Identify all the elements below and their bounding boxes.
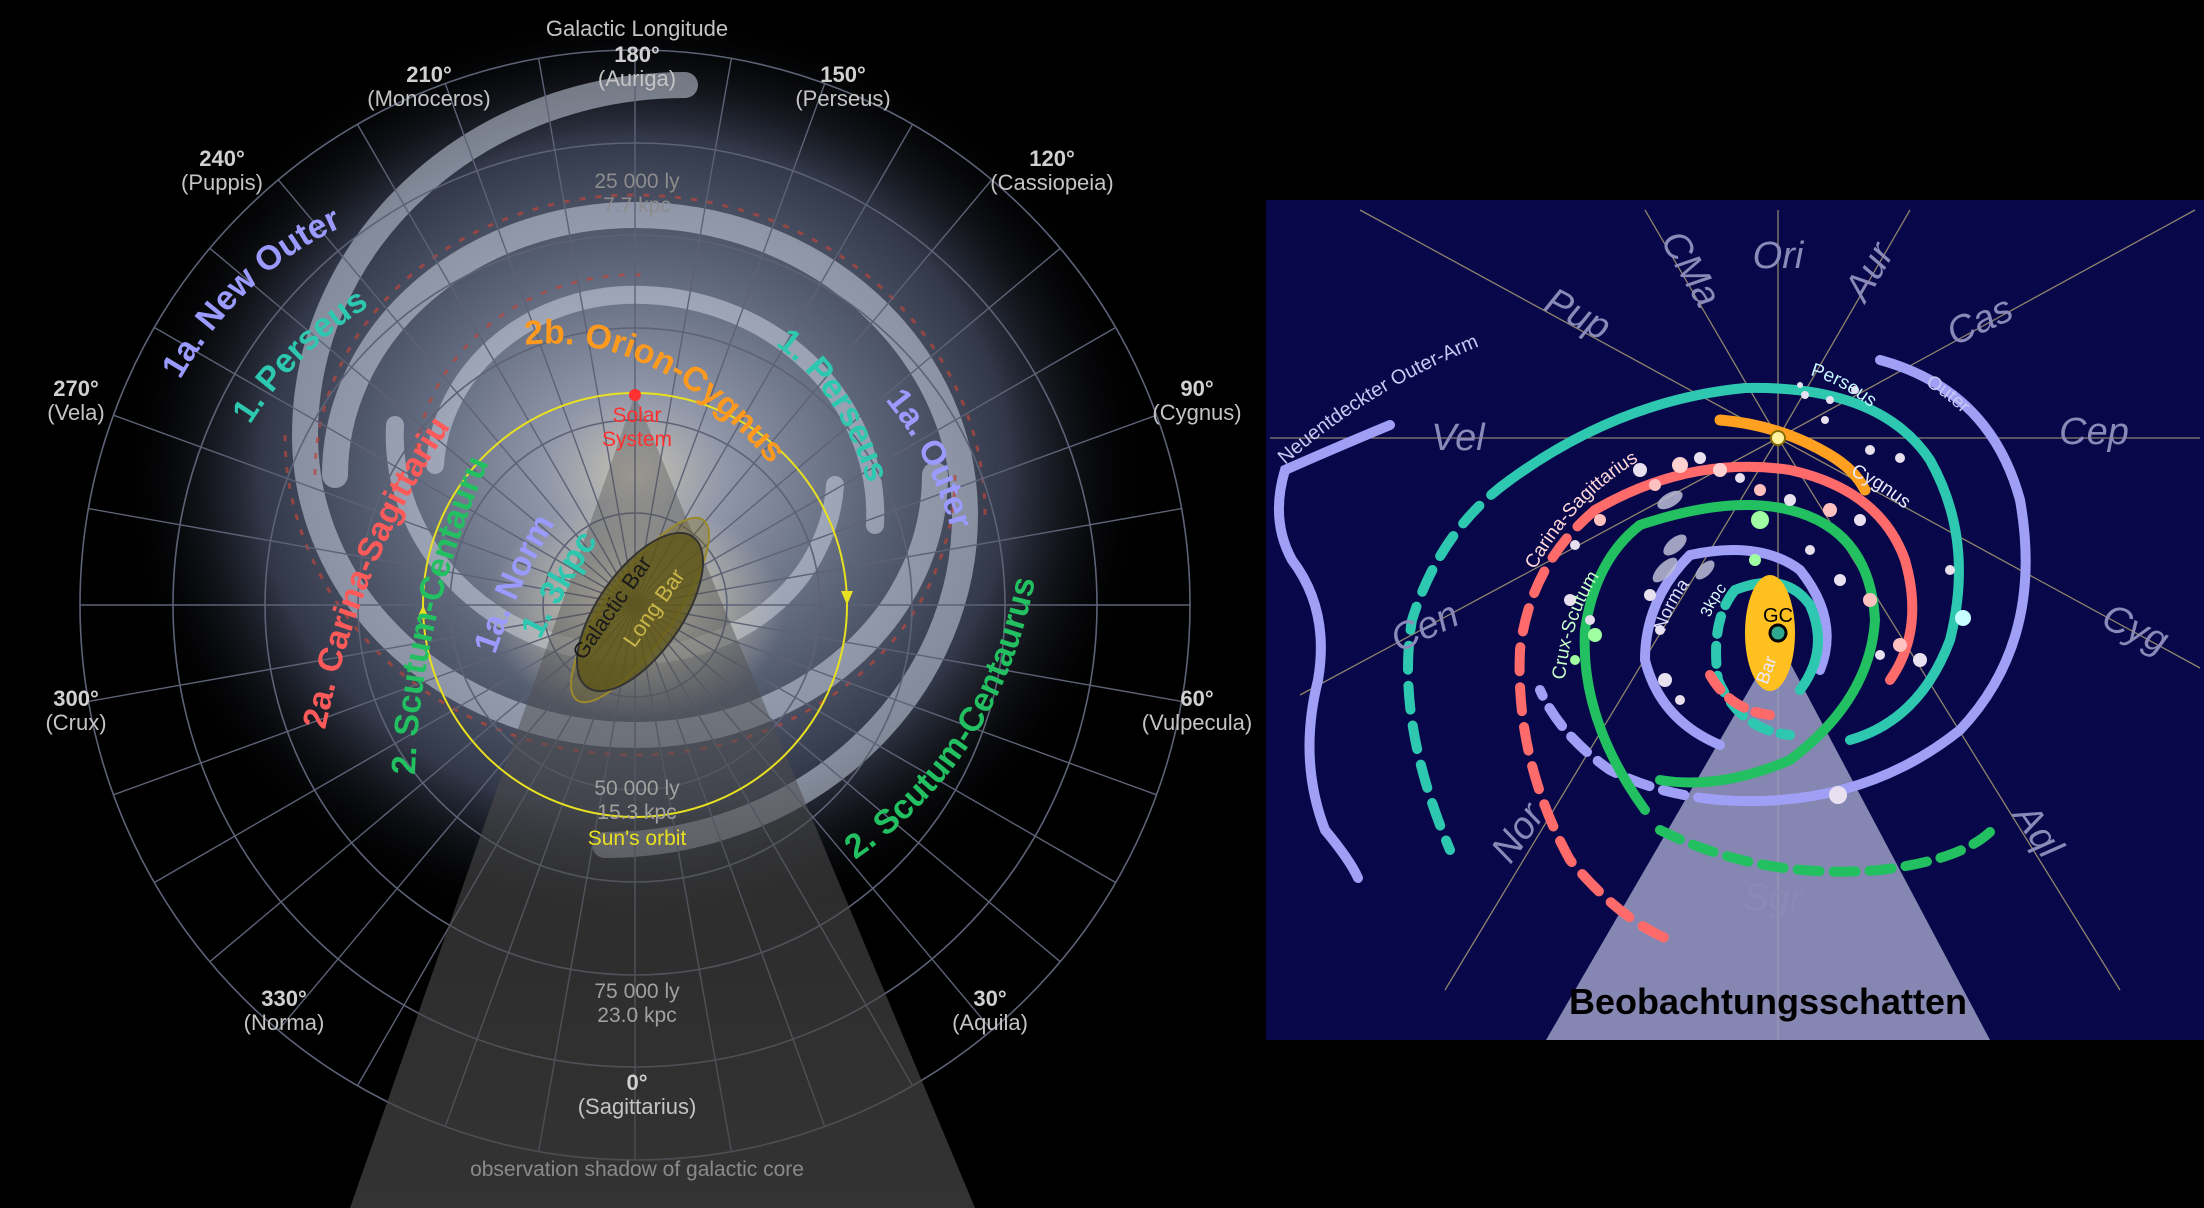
solar-system-label-line1: Solar bbox=[612, 404, 661, 427]
sun-marker bbox=[629, 389, 641, 401]
grid-spoke bbox=[88, 604, 636, 703]
constellation-sgr: Sgr bbox=[1743, 877, 1803, 919]
distance-25000-ly: 25 000 ly bbox=[594, 170, 680, 193]
grid-spoke bbox=[277, 179, 636, 606]
distance-50000-ly: 50 000 ly bbox=[594, 777, 680, 800]
star-forming-regions bbox=[1564, 382, 1971, 804]
right-galaxy-map: Bar GC Ori CMa Aur Pup Cas Vel Cep Cen C… bbox=[1266, 200, 2204, 1040]
grid-spoke bbox=[634, 326, 1116, 606]
longitude-90-deg: 90° bbox=[1180, 376, 1213, 401]
arm-crux-scutum-dashed bbox=[1655, 825, 1995, 877]
molecular-clouds bbox=[1652, 490, 1715, 583]
longitude-60-deg: 60° bbox=[1180, 686, 1213, 711]
arm-orion-right bbox=[1714, 414, 1871, 496]
longitude-180-name: (Auriga) bbox=[598, 66, 676, 91]
longitude-330-name: (Norma) bbox=[244, 1010, 325, 1035]
observation-shadow-label-right: Beobachtungsschatten bbox=[1569, 981, 1967, 1022]
grid-spoke bbox=[113, 414, 636, 606]
longitude-300-deg: 300° bbox=[53, 686, 99, 711]
longitude-270-deg: 270° bbox=[53, 376, 99, 401]
gc-label: GC bbox=[1763, 605, 1793, 627]
longitude-150-deg: 150° bbox=[820, 62, 866, 87]
longitude-0-deg: 0° bbox=[626, 1070, 647, 1095]
arm-norma-right bbox=[1685, 545, 1832, 675]
arm-far-3kpc-dashed bbox=[1705, 670, 1775, 720]
arm-crux-scutum-right bbox=[1635, 500, 1881, 788]
grid-spoke bbox=[209, 247, 636, 606]
arm-carina-right-dashed bbox=[1514, 505, 1675, 945]
longitude-180-deg: 180° bbox=[614, 42, 660, 67]
longitude-0-name: (Sagittarius) bbox=[578, 1094, 697, 1119]
grid-spoke bbox=[634, 414, 1157, 606]
longitude-240-name: (Puppis) bbox=[181, 170, 263, 195]
arm-norma-right-lower bbox=[1639, 550, 1725, 750]
grid-spoke bbox=[356, 124, 636, 606]
grid-spoke bbox=[634, 179, 993, 606]
observation-shadow-label: observation shadow of galactic core bbox=[470, 1158, 804, 1181]
galactic-bar-shape bbox=[576, 531, 704, 693]
grid-spoke bbox=[634, 507, 1182, 606]
longitude-150-name: (Perseus) bbox=[795, 86, 890, 111]
grid-spoke bbox=[88, 507, 636, 606]
grid-spoke bbox=[634, 247, 1061, 606]
distance-23-0-kpc: 23.0 kpc bbox=[597, 1004, 676, 1027]
longitude-labels: 180° (Auriga) 210° (Monoceros) 150° (Per… bbox=[45, 42, 1252, 1119]
longitude-90-name: (Cygnus) bbox=[1152, 400, 1241, 425]
distance-15-3-kpc: 15.3 kpc bbox=[597, 801, 676, 824]
longitude-30-name: (Aquila) bbox=[952, 1010, 1028, 1035]
longitude-270-name: (Vela) bbox=[47, 400, 104, 425]
constellation-cep: Cep bbox=[2059, 411, 2129, 453]
arm-perseus-right bbox=[1505, 382, 1964, 745]
sun-marker-right bbox=[1770, 430, 1786, 446]
observation-shadow-cone-right bbox=[1546, 640, 1990, 1040]
longitude-120-deg: 120° bbox=[1029, 146, 1075, 171]
arm-new-outer-right bbox=[1273, 420, 1395, 883]
longitude-240-deg: 240° bbox=[199, 146, 245, 171]
distance-7-7-kpc: 7.7 kpc bbox=[603, 194, 671, 217]
galactic-longitude-title: Galactic Longitude bbox=[546, 16, 728, 41]
arm-outer-right-dashed bbox=[1535, 685, 1725, 805]
grid-spoke bbox=[113, 604, 636, 796]
longitude-300-name: (Crux) bbox=[45, 710, 106, 735]
arm-carina-right bbox=[1590, 461, 1918, 685]
observation-shadow-cone bbox=[350, 395, 975, 1208]
solar-system-label-line2: System bbox=[602, 428, 672, 451]
distance-75000-ly: 75 000 ly bbox=[594, 980, 680, 1003]
orbit-arrow-right bbox=[841, 591, 853, 605]
constellation-vel: Vel bbox=[1431, 417, 1486, 459]
longitude-30-deg: 30° bbox=[973, 986, 1006, 1011]
grid-spoke bbox=[154, 326, 636, 606]
arm-crux-scutum-inner bbox=[1579, 520, 1650, 815]
suns-orbit-label: Sun's orbit bbox=[588, 827, 687, 850]
left-galaxy-map: Galactic Bar Long Bar Galactic Longitude… bbox=[0, 0, 1252, 1208]
longitude-120-name: (Cassiopeia) bbox=[990, 170, 1114, 195]
spiral-arms-right bbox=[1273, 355, 2031, 945]
constellation-ori: Ori bbox=[1753, 235, 1805, 277]
longitude-210-name: (Monoceros) bbox=[367, 86, 490, 111]
orbit-arrow-left bbox=[417, 605, 429, 619]
galactic-center-marker bbox=[1768, 623, 1788, 643]
longitude-330-deg: 330° bbox=[261, 986, 307, 1011]
arm-outer-right bbox=[1715, 355, 2031, 807]
arm-perseus-right-dashed bbox=[1403, 475, 1515, 855]
longitude-60-name: (Vulpecula) bbox=[1142, 710, 1252, 735]
longitude-210-deg: 210° bbox=[406, 62, 452, 87]
